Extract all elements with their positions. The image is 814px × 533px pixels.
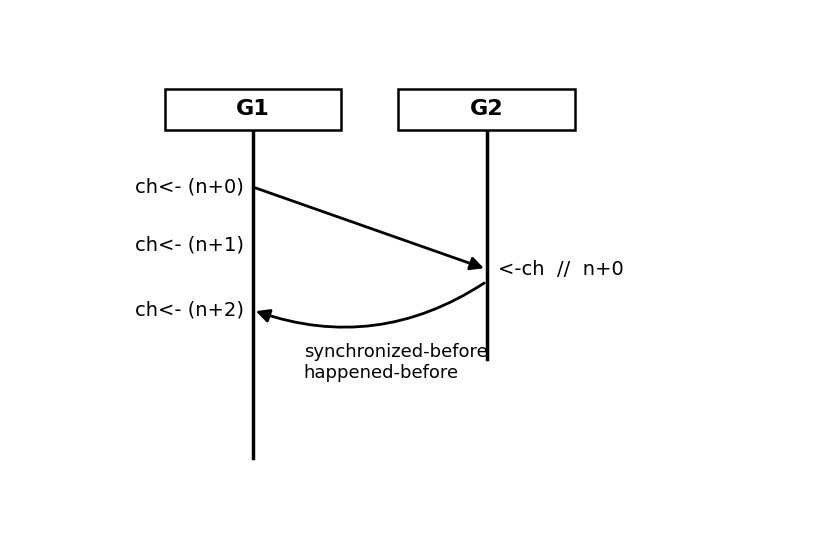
Text: G1: G1 bbox=[236, 99, 270, 119]
FancyBboxPatch shape bbox=[398, 88, 575, 130]
Text: ch<- (n+2): ch<- (n+2) bbox=[134, 301, 243, 320]
Text: G2: G2 bbox=[470, 99, 503, 119]
FancyBboxPatch shape bbox=[164, 88, 342, 130]
Text: synchronized-before
happened-before: synchronized-before happened-before bbox=[304, 343, 488, 382]
FancyArrowPatch shape bbox=[259, 283, 484, 327]
Text: ch<- (n+0): ch<- (n+0) bbox=[135, 177, 243, 197]
Text: <-ch  //  n+0: <-ch // n+0 bbox=[498, 260, 624, 279]
Text: ch<- (n+1): ch<- (n+1) bbox=[134, 235, 243, 254]
